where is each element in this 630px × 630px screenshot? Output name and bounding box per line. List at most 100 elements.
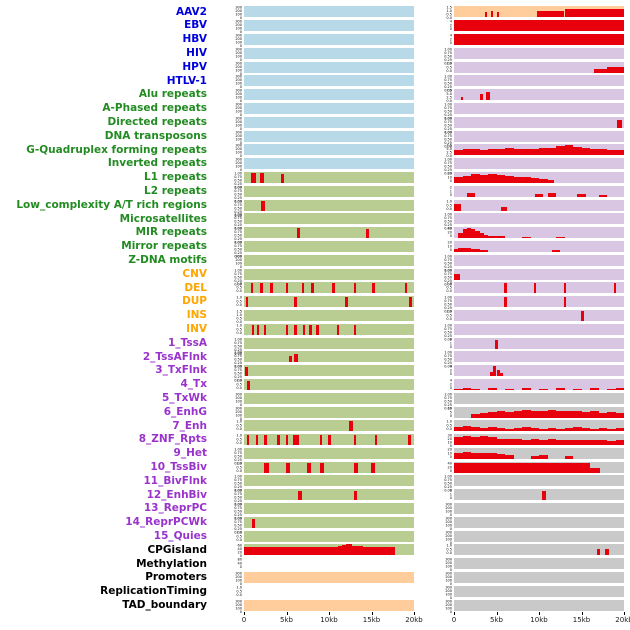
y-tick-labels: 1.00 0.75 0.50 0.25 0.00 bbox=[420, 323, 452, 341]
y-tick-label: 0.25 bbox=[234, 250, 242, 255]
data-bar bbox=[311, 283, 314, 294]
y-tick-labels: 300 200 100 0 bbox=[210, 74, 242, 89]
data-bar bbox=[488, 388, 497, 390]
y-tick-labels: 80 40 0 bbox=[210, 558, 242, 569]
data-bar bbox=[462, 436, 471, 446]
y-axis-ticks-right: 1.00 0.75 0.50 0.25 0.00 bbox=[414, 117, 454, 135]
y-tick-label: 0.00 bbox=[234, 461, 242, 466]
y-tick-labels: 1.00 0.75 0.50 0.25 0.00 bbox=[210, 448, 242, 466]
y-tick-label: 0.50 bbox=[234, 357, 242, 362]
y-tick-label: 0 bbox=[239, 264, 242, 269]
y-tick-label: 10 bbox=[447, 406, 452, 410]
track-row: Microsatellites 1.00 0.75 0.50 0.25 0.00 1.00 0… bbox=[0, 212, 630, 231]
data-bar bbox=[264, 462, 269, 473]
y-tick-label: 0.5 bbox=[236, 316, 242, 321]
y-tick-label: 300 bbox=[445, 585, 452, 590]
data-bar bbox=[556, 428, 565, 432]
y-tick-labels: 7.5 5.0 2.5 0.0 bbox=[420, 144, 452, 158]
data-bar bbox=[590, 428, 599, 432]
data-bar bbox=[496, 370, 500, 377]
y-tick-label: 0.75 bbox=[444, 478, 452, 483]
track-panel-right bbox=[454, 130, 624, 142]
y-tick-label: 1.00 bbox=[444, 212, 452, 217]
track-panel-bg bbox=[244, 89, 414, 101]
data-bar bbox=[522, 236, 531, 239]
y-tick-labels: 1.0 0.5 0.0 bbox=[210, 434, 242, 445]
track-panel-left bbox=[244, 227, 414, 239]
track-panel-bg bbox=[244, 6, 414, 18]
data-bar bbox=[590, 411, 599, 418]
y-tick-label: 20 bbox=[237, 550, 242, 555]
y-tick-label: 0.75 bbox=[444, 216, 452, 221]
track-panel-left bbox=[244, 75, 414, 87]
y-tick-label: 0.50 bbox=[444, 81, 452, 86]
track-panel-left bbox=[244, 365, 414, 377]
data-bar bbox=[513, 149, 522, 156]
track-label: 9_Het bbox=[173, 447, 207, 460]
track-row: 2_TssAFlnk 1.00 0.75 0.50 0.25 0.00 1.00 0.75 0.… bbox=[0, 350, 630, 369]
y-tick-label: 1.00 bbox=[234, 185, 242, 190]
track-label: DEL bbox=[184, 281, 207, 294]
track-panel-bg bbox=[454, 572, 624, 584]
y-tick-labels: 1.00 0.75 0.50 0.25 0.00 bbox=[420, 254, 452, 272]
y-tick-label: 0.50 bbox=[234, 481, 242, 486]
y-tick-label: 1.00 bbox=[444, 392, 452, 397]
y-axis-ticks-left: 1.00 0.75 0.50 0.25 0.00 bbox=[210, 475, 244, 493]
y-tick-label: 100 bbox=[235, 164, 242, 169]
track-panel-right bbox=[454, 572, 624, 584]
track-label: INV bbox=[186, 322, 207, 335]
data-bar bbox=[285, 435, 289, 446]
y-tick-label: 0.5 bbox=[446, 313, 452, 318]
y-tick-label: 1.0 bbox=[236, 323, 242, 328]
y-tick-labels: 300 200 100 0 bbox=[420, 599, 452, 613]
y-tick-label: 20 bbox=[447, 464, 452, 469]
y-tick-label: 0.75 bbox=[444, 354, 452, 359]
y-axis-ticks-right: 300 200 100 0 bbox=[414, 585, 454, 600]
track-panel-bg bbox=[244, 20, 414, 32]
y-axis-ticks-right: 1.0 0.5 0.0 bbox=[414, 420, 454, 431]
data-bar bbox=[466, 227, 471, 239]
y-axis-ticks-left: 300 200 100 0 bbox=[210, 158, 244, 172]
y-tick-label: 200 bbox=[235, 105, 242, 110]
track-panel-bg bbox=[244, 130, 414, 142]
y-tick-labels: 300 200 100 0 bbox=[210, 254, 242, 269]
y-tick-label: 0 bbox=[449, 247, 452, 252]
y-axis-ticks-right: 20 10 0 bbox=[414, 172, 454, 183]
track-panel-bg bbox=[244, 268, 414, 280]
track-panel-right bbox=[454, 20, 624, 32]
track-label: HBV bbox=[182, 33, 208, 46]
y-tick-label: 0.50 bbox=[234, 344, 242, 349]
y-axis-ticks-left: 300 200 100 0 bbox=[210, 6, 244, 20]
y-tick-label: 0.50 bbox=[234, 454, 242, 459]
track-panel-bg bbox=[454, 530, 624, 542]
y-axis-ticks-right: 1.00 0.75 0.50 0.25 0.00 bbox=[414, 103, 454, 121]
data-bar bbox=[505, 428, 514, 432]
y-tick-labels: 1.0 0.5 0.0 bbox=[210, 461, 242, 473]
data-bar bbox=[260, 173, 264, 183]
track-panel-right bbox=[454, 75, 624, 87]
data-bar bbox=[479, 412, 488, 418]
x-axis-tick-label: 15kb bbox=[362, 616, 381, 625]
y-tick-label: 200 bbox=[235, 161, 242, 166]
y-tick-label: 0.75 bbox=[444, 119, 452, 124]
track-panel-left bbox=[244, 351, 414, 363]
track-panel-right bbox=[454, 337, 624, 349]
y-tick-labels: 1.00 0.75 0.50 0.25 0.00 bbox=[420, 130, 452, 148]
track-row: 6_EnhG 300 200 100 0 10 5 0 bbox=[0, 405, 630, 420]
data-bar bbox=[530, 178, 539, 183]
data-bar bbox=[573, 427, 582, 432]
y-axis-ticks-left: 1.00 0.75 0.50 0.25 0.00 bbox=[210, 268, 244, 286]
y-tick-label: 300 bbox=[235, 102, 242, 107]
data-bar bbox=[365, 229, 369, 239]
track-panel-right bbox=[454, 199, 624, 211]
track-panel-left bbox=[244, 199, 414, 211]
data-bar bbox=[581, 412, 590, 418]
y-tick-labels: 1.00 0.75 0.50 0.25 0.00 bbox=[420, 103, 452, 121]
track-panel-right bbox=[454, 558, 624, 570]
y-tick-label: 300 bbox=[235, 74, 242, 79]
y-tick-label: 100 bbox=[235, 399, 242, 404]
data-bar bbox=[471, 228, 476, 239]
x-axis-tick-label: 20kb bbox=[615, 616, 630, 625]
data-bar bbox=[454, 427, 463, 432]
